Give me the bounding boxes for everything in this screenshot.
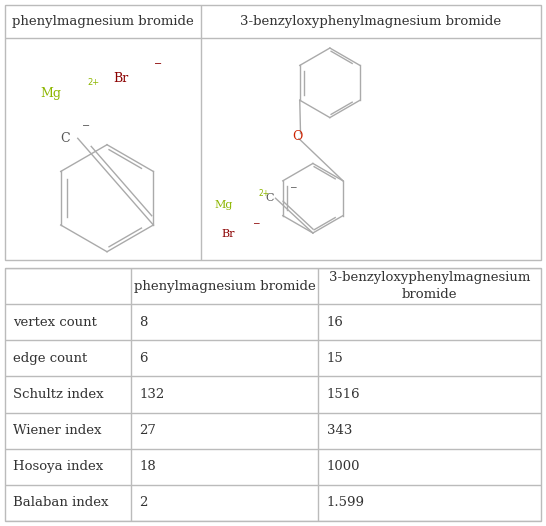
Text: Br: Br [113,72,128,85]
Text: 8: 8 [139,316,147,329]
Text: Schultz index: Schultz index [14,388,104,401]
Text: −: − [154,59,162,69]
Text: C: C [265,193,274,203]
Text: Balaban index: Balaban index [14,496,109,509]
Text: 2+: 2+ [258,189,270,198]
Text: phenylmagnesium bromide: phenylmagnesium bromide [134,280,316,293]
Text: 1516: 1516 [327,388,360,401]
Text: 18: 18 [139,460,156,473]
Text: 3-benzyloxyphenylmagnesium bromide: 3-benzyloxyphenylmagnesium bromide [240,15,501,28]
Text: 16: 16 [327,316,343,329]
Text: −: − [289,183,296,191]
Text: 132: 132 [139,388,164,401]
Text: −: − [82,122,90,132]
Text: Mg: Mg [215,200,233,210]
Text: 2+: 2+ [87,78,99,87]
Text: 15: 15 [327,352,343,365]
Text: Mg: Mg [40,87,62,100]
Text: C: C [60,132,70,145]
Text: Wiener index: Wiener index [14,424,102,437]
Text: −: − [252,218,259,227]
Text: 6: 6 [139,352,148,365]
Text: Hosoya index: Hosoya index [14,460,104,473]
Text: 27: 27 [139,424,156,437]
Text: 1.599: 1.599 [327,496,365,509]
Text: 1000: 1000 [327,460,360,473]
Text: 343: 343 [327,424,352,437]
Text: 3-benzyloxyphenylmagnesium
bromide: 3-benzyloxyphenylmagnesium bromide [329,271,530,301]
Text: vertex count: vertex count [14,316,97,329]
Text: phenylmagnesium bromide: phenylmagnesium bromide [12,15,194,28]
Text: Br: Br [221,229,235,239]
Text: edge count: edge count [14,352,88,365]
Text: O: O [293,129,303,143]
Text: 2: 2 [139,496,147,509]
